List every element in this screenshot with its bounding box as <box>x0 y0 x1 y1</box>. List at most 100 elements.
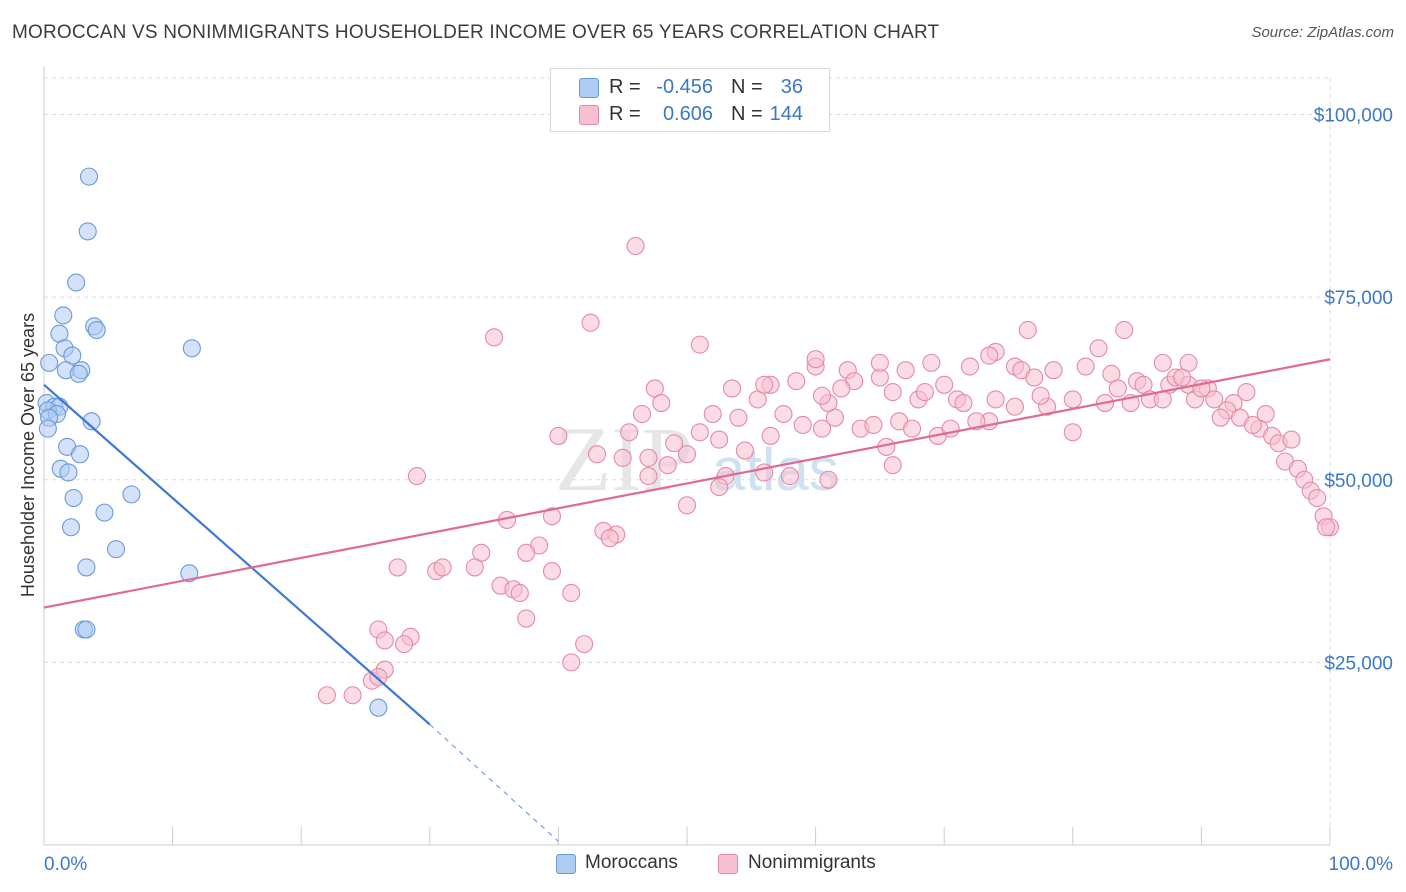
nonimmigrant-point <box>517 609 536 628</box>
moroccan-point <box>182 339 201 358</box>
y-tick-label: $25,000 <box>1324 653 1393 674</box>
nonimmigrant-point <box>542 562 562 581</box>
moroccan-point <box>61 518 81 537</box>
legend-row-nonimmigrants: R = 0.606 N = 144 <box>551 102 829 128</box>
chart-title: MOROCCAN VS NONIMMIGRANTS HOUSEHOLDER IN… <box>12 22 940 43</box>
nonimmigrant-point <box>690 423 709 442</box>
nonimmigrant-point <box>626 236 645 256</box>
nonimmigrant-point <box>1205 390 1224 409</box>
nonimmigrant-point <box>793 415 812 435</box>
moroccan-point <box>40 353 59 372</box>
legend-n-value: 144 <box>769 103 803 125</box>
legend-n-value: 36 <box>780 76 803 98</box>
nonimmigrant-point <box>1018 320 1037 340</box>
watermark-atlas: atlas <box>712 436 839 503</box>
nonimmigrant-point <box>542 507 562 526</box>
legend-row-moroccans: R = -0.456 N = 36 <box>551 75 829 101</box>
legend-swatch-nonimmigrants <box>718 854 738 874</box>
nonimmigrant-point <box>549 426 568 445</box>
nonimmigrant-point <box>1308 488 1327 508</box>
nonimmigrant-point <box>369 667 388 687</box>
nonimmigrant-point <box>883 383 902 402</box>
nonimmigrant-point <box>433 558 452 577</box>
moroccan-point <box>67 273 86 292</box>
nonimmigrant-point <box>562 583 581 603</box>
legend-swatch-nonimmigrants <box>579 105 599 125</box>
nonimmigrant-point <box>735 441 754 460</box>
nonimmigrant-point <box>465 558 484 577</box>
nonimmigrant-point <box>1179 353 1198 372</box>
nonimmigrant-point <box>658 456 677 475</box>
nonimmigrant-point <box>1243 415 1262 435</box>
nonimmigrant-point <box>935 375 954 394</box>
nonimmigrant-point <box>613 448 632 467</box>
nonimmigrant-point <box>806 350 825 369</box>
legend-swatch-moroccans <box>556 854 576 874</box>
moroccan-point <box>64 488 83 508</box>
y-axis-label: Householder Income Over 65 years <box>18 313 38 597</box>
nonimmigrant-point <box>395 635 414 654</box>
series-legend: Moroccans Nonimmigrants <box>0 852 1406 878</box>
nonimmigrant-point <box>407 467 426 486</box>
nonimmigrant-point <box>922 353 941 372</box>
nonimmigrant-point <box>864 415 883 435</box>
legend-r-value: -0.456 <box>656 76 713 98</box>
nonimmigrant-point <box>1031 386 1050 405</box>
nonimmigrant-point <box>1025 368 1044 387</box>
legend-r-value: 0.606 <box>662 103 713 125</box>
nonimmigrant-point <box>677 496 697 515</box>
nonimmigrant-point <box>581 313 600 332</box>
nonimmigrant-point <box>1282 430 1301 449</box>
nonimmigrant-point <box>317 686 336 705</box>
x-tick-label: 100.0% <box>1329 854 1394 875</box>
source-label: Source: ZipAtlas.com <box>1251 24 1394 41</box>
nonimmigrant-point <box>980 346 999 365</box>
nonimmigrant-point <box>1108 379 1127 398</box>
nonimmigrant-point <box>665 434 684 453</box>
nonimmigrant-point <box>639 467 658 486</box>
nonimmigrant-point <box>774 404 793 424</box>
moroccan-point <box>69 364 88 383</box>
moroccan-point <box>106 540 126 559</box>
nonimmigrant-point <box>915 383 934 402</box>
y-tick-label: $100,000 <box>1314 106 1393 127</box>
nonimmigrant-point <box>575 635 594 654</box>
nonimmigrant-point <box>620 423 639 442</box>
nonimmigrant-point <box>755 375 774 394</box>
nonimmigrant-point <box>1089 339 1108 358</box>
legend-r-label: R = <box>609 76 641 98</box>
nonimmigrant-point <box>485 328 504 347</box>
x-tick-label: 0.0% <box>44 854 87 875</box>
nonimmigrant-point <box>677 445 697 464</box>
nonimmigrant-point <box>825 408 844 427</box>
moroccan-point <box>180 564 199 583</box>
axes <box>43 66 1331 846</box>
nonimmigrant-point <box>986 390 1005 409</box>
nonimmigrant-point <box>517 543 536 562</box>
y-tick-label: $75,000 <box>1324 288 1393 309</box>
nonimmigrant-point <box>1063 390 1082 409</box>
legend-r-label: R = <box>609 103 641 125</box>
tick-labels: $25,000 $50,000 $75,000 $100,000 0.0% 100.0% <box>44 106 1393 875</box>
nonimmigrant-point <box>1153 353 1172 372</box>
nonimmigrant-point <box>690 335 709 354</box>
nonimmigrant-point <box>780 467 799 486</box>
legend-n-label: N = <box>731 76 763 98</box>
moroccan-point <box>122 485 141 504</box>
legend-n-label: N = <box>731 103 763 125</box>
nonimmigrant-point <box>703 404 722 424</box>
nonimmigrant-point <box>722 379 742 398</box>
moroccan-point <box>82 412 101 431</box>
moroccan-point <box>87 320 106 340</box>
moroccan-point <box>38 419 57 438</box>
nonimmigrant-point <box>787 372 806 391</box>
nonimmigrant-point <box>1005 397 1024 416</box>
moroccans-trendline-extension <box>429 724 559 842</box>
nonimmigrant-point <box>1115 320 1134 340</box>
moroccans-trendline <box>43 383 431 726</box>
nonimmigrant-point <box>639 448 658 467</box>
nonimmigrant-point <box>587 445 607 464</box>
nonimmigrant-point <box>960 357 979 376</box>
nonimmigrant-point <box>710 430 729 449</box>
nonimmigrant-point <box>832 379 851 398</box>
